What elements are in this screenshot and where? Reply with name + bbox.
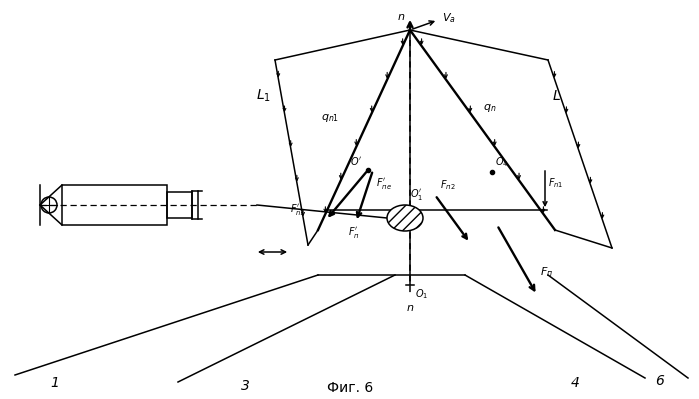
Text: $F_п'$: $F_п'$ xyxy=(348,225,360,240)
Text: 3: 3 xyxy=(240,379,250,393)
Text: $F_{n1}$: $F_{n1}$ xyxy=(548,176,563,190)
Bar xyxy=(167,192,192,218)
Ellipse shape xyxy=(387,205,423,231)
Text: $L$: $L$ xyxy=(552,89,561,103)
Text: 4: 4 xyxy=(570,376,579,390)
Text: $F_{пe}'$: $F_{пe}'$ xyxy=(376,176,392,191)
Text: $L_1$: $L_1$ xyxy=(256,88,271,105)
Text: $F_п$: $F_п$ xyxy=(540,265,553,279)
Text: $q_{n1}$: $q_{n1}$ xyxy=(321,112,339,124)
Text: $O'$: $O'$ xyxy=(350,155,362,167)
Text: $q_n$: $q_n$ xyxy=(483,102,497,114)
Text: 6: 6 xyxy=(656,374,665,388)
Text: $O_4$: $O_4$ xyxy=(495,155,509,169)
Text: $V_a$: $V_a$ xyxy=(442,11,456,25)
Text: 1: 1 xyxy=(50,376,59,390)
Text: $O_1$: $O_1$ xyxy=(415,287,428,301)
Text: n: n xyxy=(407,303,414,313)
Bar xyxy=(62,185,167,225)
Text: $F_{n1}'$: $F_{n1}'$ xyxy=(291,202,306,217)
Text: n: n xyxy=(398,12,405,22)
Text: Фиг. 6: Фиг. 6 xyxy=(327,381,373,395)
Text: $O_1'$: $O_1'$ xyxy=(410,187,424,202)
Text: $F_{п2}$: $F_{п2}$ xyxy=(440,178,456,192)
